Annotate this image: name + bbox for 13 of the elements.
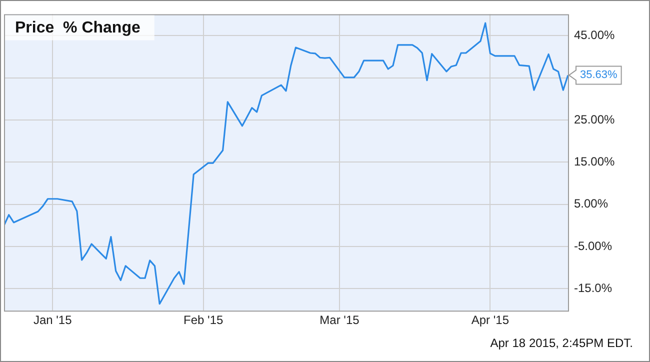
y-tick-label: -15.0% — [574, 280, 612, 295]
x-tick-label: Jan '15 — [33, 313, 72, 328]
x-tick-label: Apr '15 — [471, 313, 510, 328]
text: Apr 18 2015, 2:45PM EDT. — [490, 336, 633, 350]
chart-title: Price % Change — [15, 20, 140, 37]
annotation: 35.63% — [580, 69, 618, 82]
y-tick-label: 15.00% — [574, 154, 616, 168]
y-tick-label: -5.00% — [574, 238, 612, 253]
y-tick-label: 5.00% — [574, 196, 608, 211]
y-tick-label: 25.00% — [574, 112, 616, 126]
y-tick-label: 45.00% — [574, 28, 616, 42]
x-tick-label: Feb '15 — [184, 313, 224, 328]
x-tick-label: Mar '15 — [320, 313, 360, 328]
